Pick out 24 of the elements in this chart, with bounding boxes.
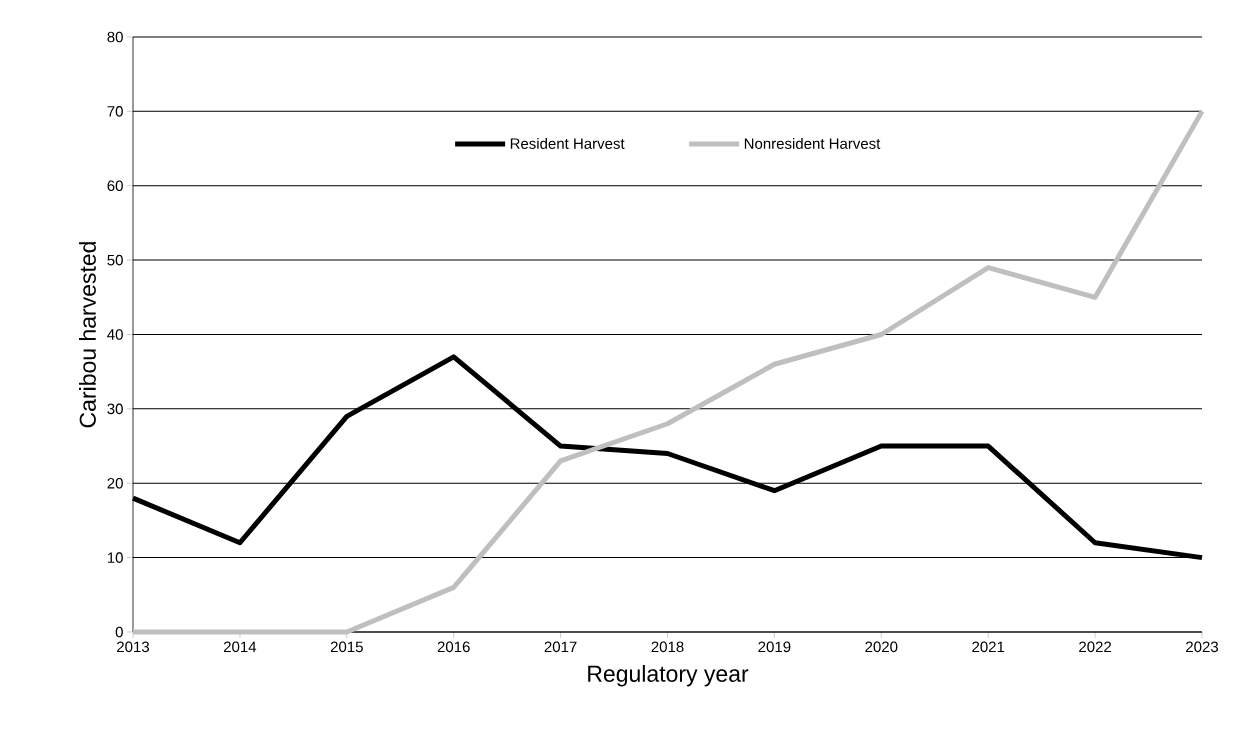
y-tick-label: 40 — [107, 329, 123, 340]
y-tick-label: 60 — [107, 180, 123, 192]
y-tick-label: 30 — [107, 403, 123, 415]
y-tick-label: 20 — [107, 477, 123, 489]
x-tick-label: 2022 — [1079, 641, 1112, 653]
legend-label: Nonresident Harvest — [744, 137, 881, 149]
x-tick-label: 2021 — [972, 641, 1005, 653]
y-axis-title: Caribou harvested — [79, 242, 96, 428]
x-axis-title: Regulatory year — [588, 665, 749, 687]
y-tick-label: 10 — [107, 552, 123, 563]
x-tick-label: 2013 — [117, 641, 150, 653]
x-tick-label: 2019 — [758, 641, 791, 653]
x-tick-label: 2014 — [223, 641, 257, 653]
legend-label: Resident Harvest — [510, 137, 625, 149]
x-tick-label: 2016 — [437, 641, 470, 653]
x-tick-label: 2018 — [651, 641, 684, 653]
x-tick-label: 2023 — [1186, 641, 1219, 653]
y-tick-label: 70 — [107, 106, 123, 117]
y-tick-label: 0 — [115, 626, 123, 638]
x-tick-label: 2017 — [544, 641, 577, 653]
x-tick-label: 2015 — [330, 641, 363, 653]
y-tick-label: 50 — [107, 254, 123, 266]
y-tick-label: 80 — [107, 31, 123, 43]
x-tick-label: 2020 — [865, 641, 898, 653]
